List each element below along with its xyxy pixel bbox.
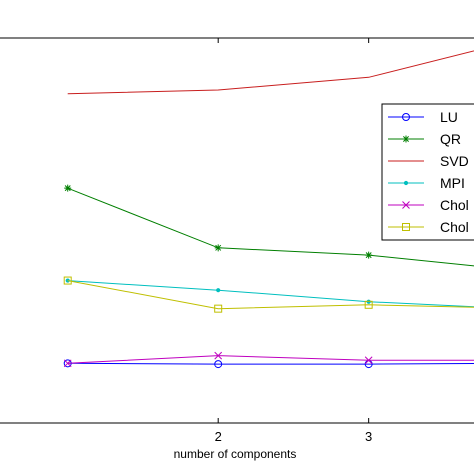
legend-label: SVD <box>440 153 469 169</box>
data-point-marker <box>63 276 72 285</box>
legend-box <box>381 103 474 241</box>
legend-label: QR <box>440 131 461 147</box>
series-line <box>67 355 474 364</box>
data-point-marker <box>64 184 72 192</box>
legend-marker <box>402 201 410 209</box>
legend-item: MPI <box>388 175 465 191</box>
data-point-marker <box>63 359 72 368</box>
series-line <box>67 50 474 95</box>
series-line <box>67 362 474 365</box>
series-line <box>67 280 474 308</box>
legend-item: Chol <box>388 197 469 213</box>
legend-item: SVD <box>388 153 469 169</box>
legend-label: Chol <box>440 197 469 213</box>
data-point-marker <box>364 356 373 365</box>
x-axis-label: number of components <box>174 447 297 461</box>
legend-label: Chol <box>440 219 469 235</box>
data-point-marker <box>364 300 373 309</box>
series-line <box>67 280 474 310</box>
data-point-marker <box>214 244 222 252</box>
series-6 <box>63 276 474 313</box>
series-5 <box>63 351 474 368</box>
series-layer <box>63 50 474 369</box>
data-point-marker <box>365 251 373 259</box>
series-3 <box>67 50 474 95</box>
legend-item: Chol <box>388 219 469 235</box>
legend-item: LU <box>388 109 458 125</box>
x-tick-label: 2 <box>215 429 222 444</box>
data-point-marker <box>214 351 223 360</box>
data-point-marker <box>216 288 221 293</box>
legend-label: MPI <box>440 175 465 191</box>
legend-marker <box>402 135 410 143</box>
series-2 <box>64 184 474 267</box>
legend-item: QR <box>388 131 461 147</box>
series-1 <box>63 359 474 369</box>
legend-marker <box>402 113 410 121</box>
legend-marker <box>403 180 409 186</box>
series-line <box>67 187 474 267</box>
data-point-marker <box>214 360 223 369</box>
legend: LU QR SVD MPI Chol Chol <box>381 103 474 241</box>
x-tick-label: 3 <box>365 429 372 444</box>
legend-marker <box>402 223 410 231</box>
data-point-marker <box>214 304 223 313</box>
plot-area <box>0 37 474 424</box>
legend-label: LU <box>440 109 458 125</box>
